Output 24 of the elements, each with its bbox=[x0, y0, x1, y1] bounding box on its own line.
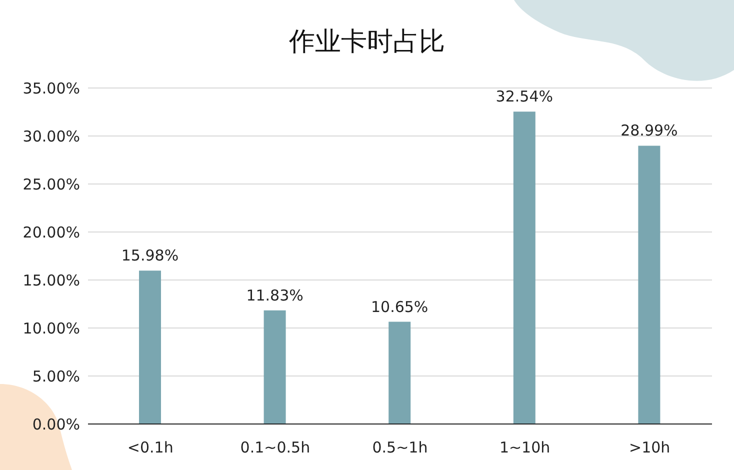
data-label: 15.98% bbox=[121, 246, 179, 265]
data-label: 28.99% bbox=[620, 122, 678, 140]
bar bbox=[513, 112, 536, 424]
bar bbox=[638, 146, 660, 424]
data-label: 32.54% bbox=[496, 88, 553, 106]
bar bbox=[388, 322, 411, 424]
y-tick-label: 5.00% bbox=[32, 367, 80, 386]
y-tick-label: 30.00% bbox=[22, 127, 80, 146]
y-tick-label: 20.00% bbox=[22, 223, 80, 242]
y-tick-label: 15.00% bbox=[22, 271, 80, 290]
data-label: 10.65% bbox=[371, 298, 428, 316]
y-tick-label: 25.00% bbox=[22, 175, 80, 194]
bar bbox=[139, 270, 161, 424]
y-tick-label: 10.00% bbox=[22, 319, 80, 338]
chart-title: 作业卡时占比 bbox=[288, 26, 446, 59]
x-tick-label: <0.1h bbox=[127, 438, 174, 457]
x-tick-label: >10h bbox=[629, 438, 670, 457]
data-label: 11.83% bbox=[246, 286, 304, 304]
x-tick-label: 1~10h bbox=[499, 438, 550, 457]
x-tick-label: 0.5~1h bbox=[372, 438, 428, 457]
x-tick-label: 0.1~0.5h bbox=[240, 438, 310, 457]
bar bbox=[264, 310, 286, 424]
y-tick-label: 35.00% bbox=[22, 79, 80, 98]
y-tick-label: 0.00% bbox=[32, 415, 80, 434]
